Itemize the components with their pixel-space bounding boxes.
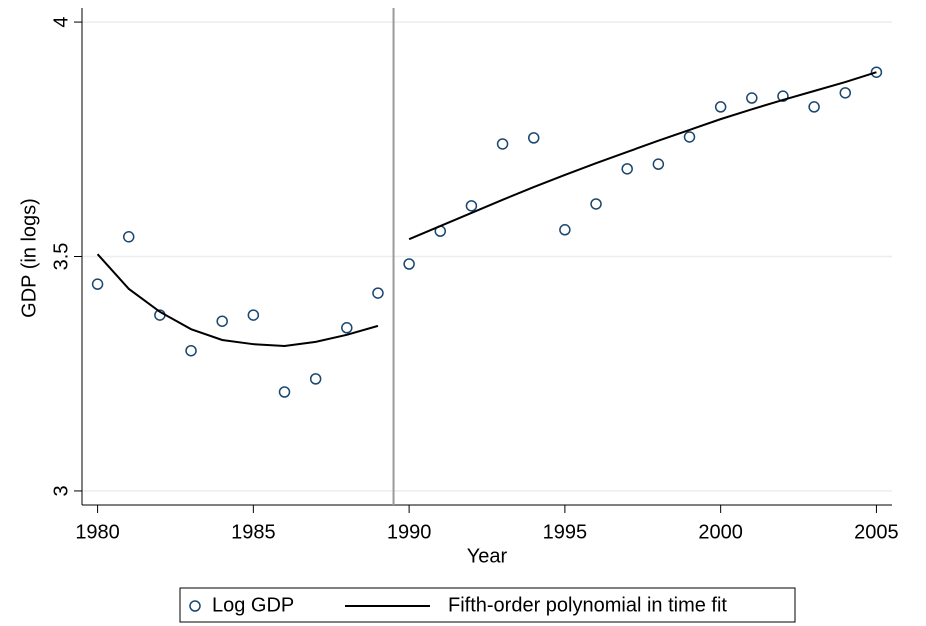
data-point — [278, 386, 291, 398]
legend-label: Log GDP — [212, 594, 294, 616]
data-point — [372, 287, 384, 299]
x-axis-label: Year — [467, 545, 508, 567]
x-tick-label: 1995 — [543, 521, 588, 543]
data-point — [309, 373, 322, 385]
data-point — [808, 101, 820, 113]
data-point — [216, 315, 228, 327]
data-point — [185, 344, 197, 357]
x-tick-label: 2000 — [698, 521, 743, 543]
y-tick-label: 3.5 — [50, 243, 72, 271]
data-point — [122, 231, 135, 243]
x-tick-label: 1980 — [75, 521, 120, 543]
data-point — [403, 258, 415, 270]
data-point — [527, 132, 540, 144]
y-axis-label: GDP (in logs) — [18, 198, 40, 318]
legend-label: Fifth-order polynomial in time fit — [448, 594, 727, 616]
data-point — [496, 138, 509, 150]
data-point — [465, 200, 478, 212]
data-point — [247, 309, 260, 321]
data-point — [91, 278, 104, 290]
data-point — [683, 131, 696, 143]
legend-box — [179, 587, 796, 623]
data-point — [652, 158, 665, 170]
data-point — [590, 198, 602, 210]
data-point — [341, 322, 353, 334]
data-point — [870, 66, 883, 78]
x-tick-label: 2005 — [854, 521, 899, 543]
y-tick-label: 3 — [50, 485, 72, 496]
y-tick-label: 4 — [50, 17, 72, 28]
x-tick-label: 1990 — [387, 521, 432, 543]
data-point — [777, 90, 789, 102]
data-point — [621, 163, 633, 175]
data-point — [714, 101, 727, 113]
fit-line — [96, 71, 877, 348]
data-point — [559, 224, 571, 236]
data-point — [839, 87, 852, 99]
legend-marker — [189, 600, 201, 612]
x-tick-label: 1985 — [231, 521, 276, 543]
data-point — [746, 92, 758, 104]
